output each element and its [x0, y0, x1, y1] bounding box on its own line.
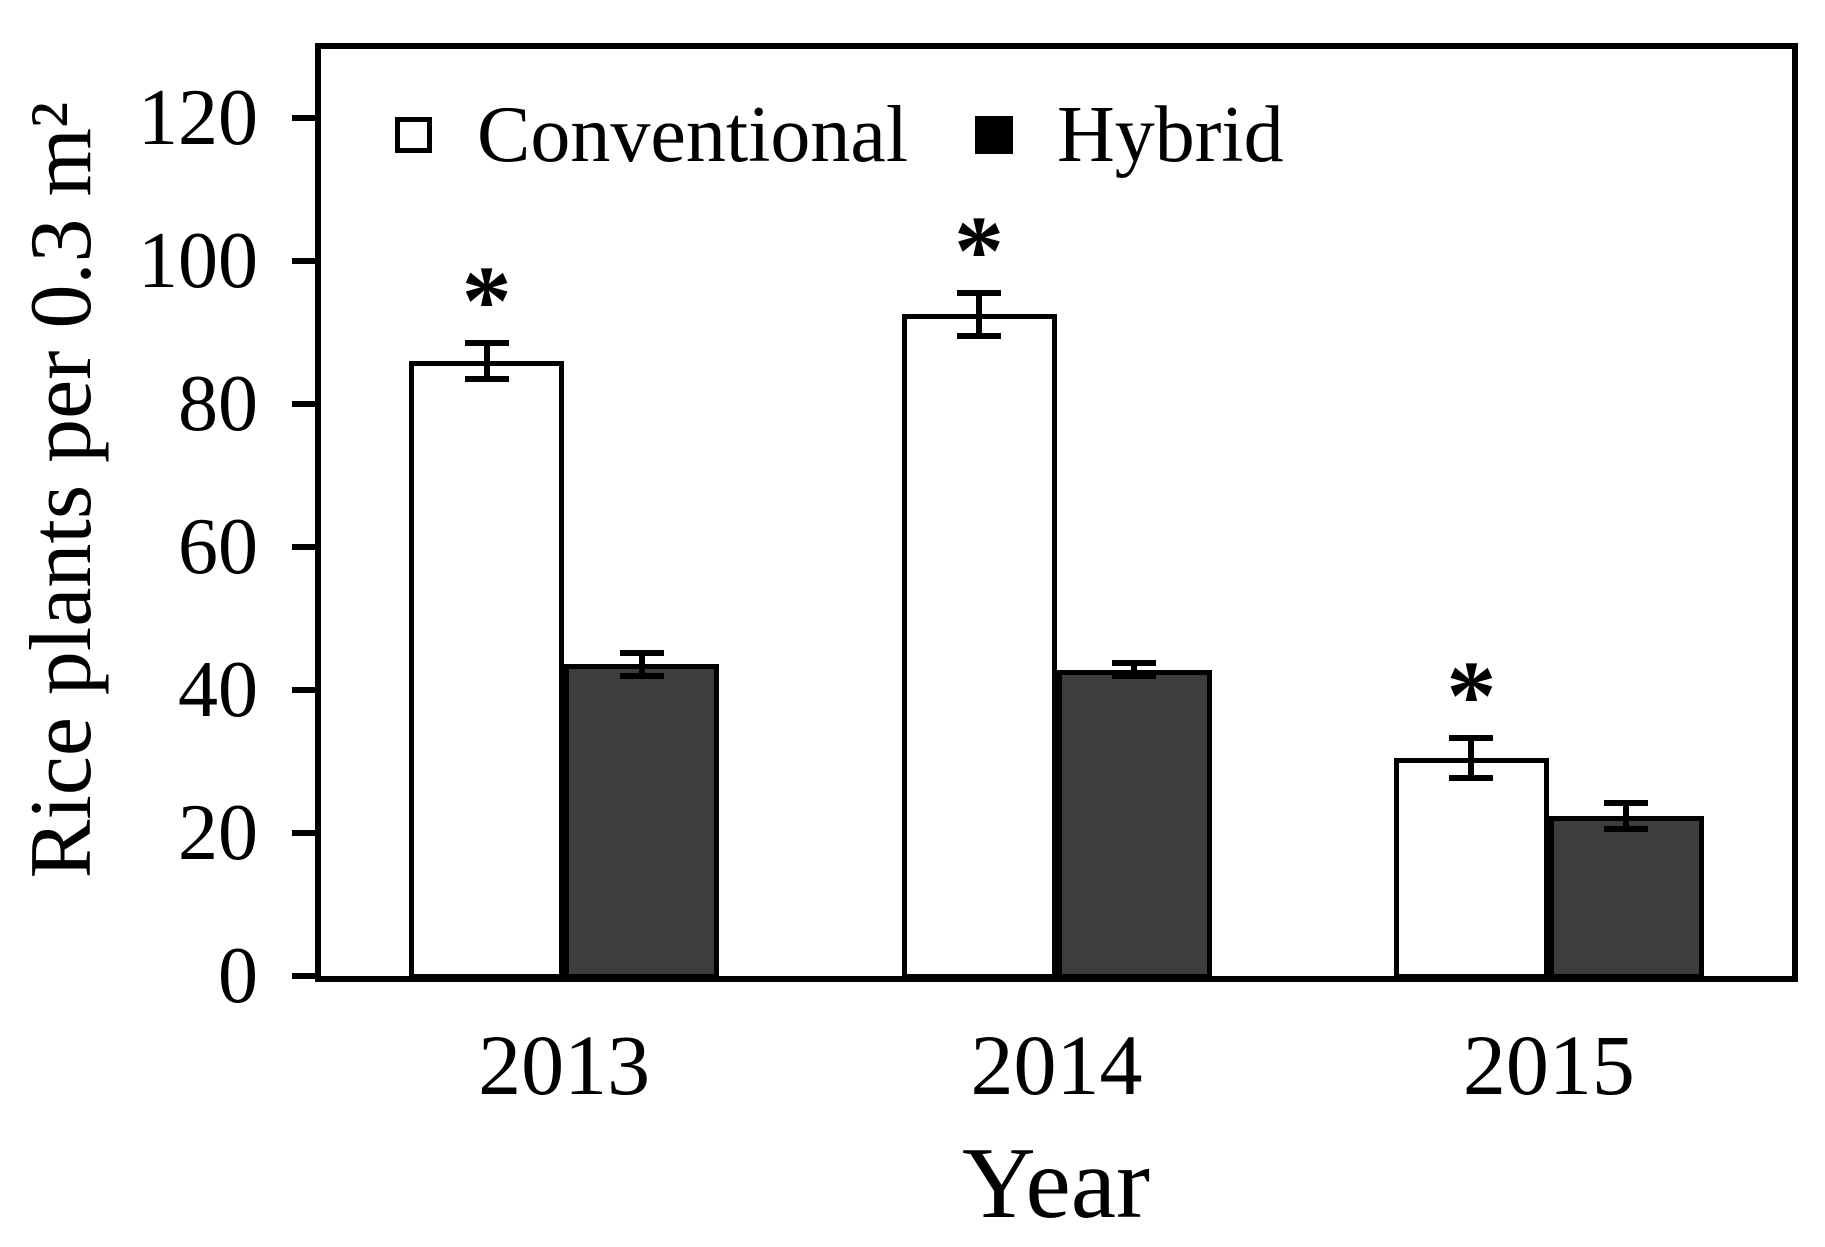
y-tick-mark [292, 543, 318, 550]
y-tick-mark [292, 114, 318, 121]
y-tick-mark [292, 973, 318, 979]
bar-hybrid-2015 [1548, 815, 1704, 979]
error-bar [483, 342, 490, 379]
error-bar [976, 292, 982, 336]
y-tick-mark [292, 257, 318, 264]
error-bar-cap-top [1604, 799, 1649, 806]
bar-conventional-2013 [409, 360, 565, 979]
x-tick-label-2014: 2014 [970, 1017, 1143, 1113]
error-bar [1623, 802, 1630, 829]
error-bar-cap-top [619, 649, 664, 656]
error-bar-cap-top [957, 289, 1001, 296]
legend-label-hybrid: Hybrid [1057, 91, 1284, 179]
y-tick-mark [292, 829, 318, 836]
error-bar-cap-bottom [1604, 825, 1649, 832]
y-tick-mark [292, 400, 318, 407]
error-bar-cap-top [464, 339, 509, 346]
hybrid-filled-square-icon [975, 116, 1013, 154]
error-bar-cap-top [1112, 660, 1156, 667]
legend-label-conventional: Conventional [477, 91, 909, 179]
error-bar-cap-bottom [1449, 774, 1494, 781]
x-tick-label-2013: 2013 [478, 1017, 651, 1113]
significance-asterisk: * [1446, 639, 1497, 751]
error-bar-cap-bottom [957, 332, 1001, 339]
error-bar [1468, 737, 1475, 778]
conventional-open-square-icon [395, 117, 432, 153]
bar-hybrid-2013 [564, 664, 720, 979]
bar-hybrid-2014 [1056, 669, 1212, 979]
error-bar-cap-top [1449, 734, 1494, 741]
error-bar-cap-bottom [464, 375, 509, 382]
x-tick-label-2015: 2015 [1462, 1017, 1635, 1113]
error-bar-cap-bottom [1112, 673, 1156, 680]
y-tick-label: 80 [178, 359, 258, 448]
bar-conventional-2014 [901, 314, 1057, 979]
x-axis-title: Year [962, 1127, 1150, 1240]
y-tick-mark [292, 686, 318, 693]
y-tick-label: 0 [218, 932, 258, 1020]
y-tick-label: 60 [178, 502, 258, 591]
bar-conventional-2015 [1393, 757, 1549, 979]
error-bar [1131, 663, 1137, 677]
y-axis-title: Rice plants per 0.3 m² [13, 101, 110, 879]
y-tick-label: 120 [138, 73, 258, 162]
error-bar [638, 652, 645, 676]
significance-asterisk: * [461, 244, 512, 356]
error-bar-cap-bottom [619, 672, 664, 679]
significance-asterisk: * [954, 194, 1004, 306]
y-tick-label: 100 [138, 216, 258, 305]
y-tick-label: 40 [178, 645, 258, 734]
y-tick-label: 20 [178, 788, 258, 877]
